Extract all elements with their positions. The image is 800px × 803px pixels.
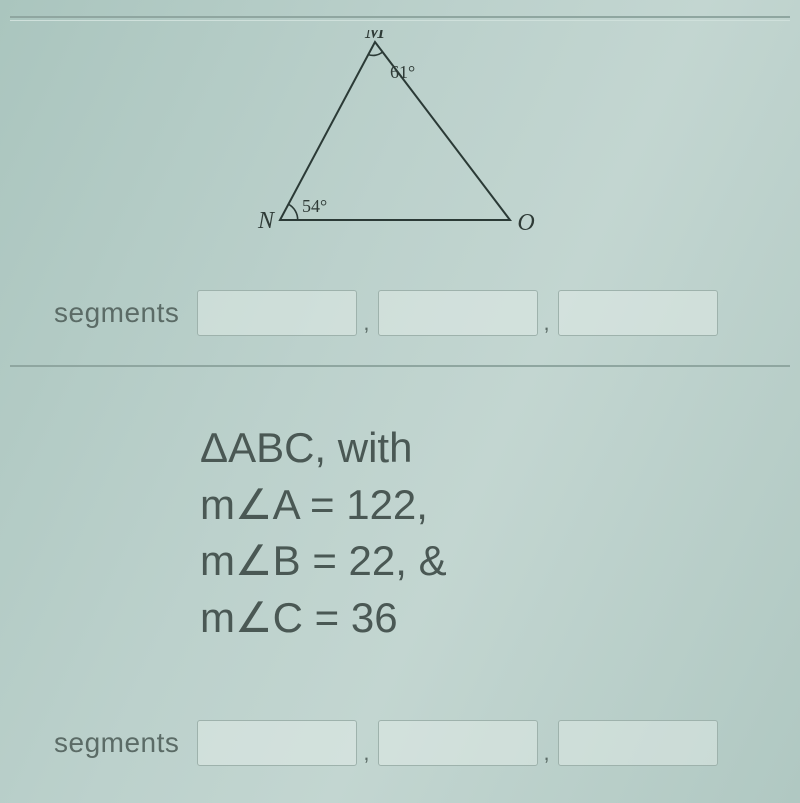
q2-line-4: m∠C = 36 — [200, 590, 447, 647]
vertex-label-m: M — [364, 30, 387, 44]
vertex-label-o: O — [517, 210, 534, 236]
segment-input-2b[interactable] — [378, 720, 538, 766]
angle-symbol: ∠ — [235, 481, 273, 528]
m-prefix: m — [200, 537, 235, 584]
question-1: M N O 61° 54° segments , , — [0, 22, 800, 362]
q2-line2-rest: A = 122, — [273, 481, 428, 528]
q2-line1-rest: ABC, with — [228, 424, 412, 471]
separator-comma: , — [544, 310, 552, 336]
delta-symbol: Δ — [200, 424, 228, 471]
divider-mid — [10, 365, 790, 367]
q2-line4-rest: C = 36 — [273, 594, 398, 641]
segment-input-2c[interactable] — [558, 720, 718, 766]
vertex-label-n: N — [257, 208, 276, 234]
q2-line-2: m∠A = 122, — [200, 477, 447, 534]
m-prefix: m — [200, 594, 235, 641]
segment-input-2a[interactable] — [197, 720, 357, 766]
separator-comma: , — [363, 740, 371, 766]
segment-input-1c[interactable] — [558, 290, 718, 336]
angle-symbol: ∠ — [235, 537, 273, 584]
separator-comma: , — [363, 310, 371, 336]
divider-top-highlight — [10, 20, 790, 21]
segments-row-2: segments , , — [0, 720, 800, 766]
angle-value-m: 61° — [390, 62, 415, 82]
divider-top — [10, 16, 790, 18]
question-2-text: ΔABC, with m∠A = 122, m∠B = 22, & m∠C = … — [200, 420, 447, 647]
triangle-figure: M N O 61° 54° — [0, 30, 800, 260]
q2-line3-rest: B = 22, & — [273, 537, 447, 584]
m-prefix: m — [200, 481, 235, 528]
q2-line-1: ΔABC, with — [200, 420, 447, 477]
segment-input-1b[interactable] — [378, 290, 538, 336]
segment-input-1a[interactable] — [197, 290, 357, 336]
triangle-svg: M N O 61° 54° — [250, 30, 550, 260]
q2-line-3: m∠B = 22, & — [200, 533, 447, 590]
angle-arc-n — [288, 204, 297, 220]
angle-value-n: 54° — [302, 196, 327, 216]
angle-symbol: ∠ — [235, 594, 273, 641]
segments-row-1: segments , , — [0, 290, 800, 336]
segments-label-1: segments — [54, 297, 179, 329]
separator-comma: , — [544, 740, 552, 766]
segments-label-2: segments — [54, 727, 179, 759]
question-2: ΔABC, with m∠A = 122, m∠B = 22, & m∠C = … — [0, 370, 800, 790]
